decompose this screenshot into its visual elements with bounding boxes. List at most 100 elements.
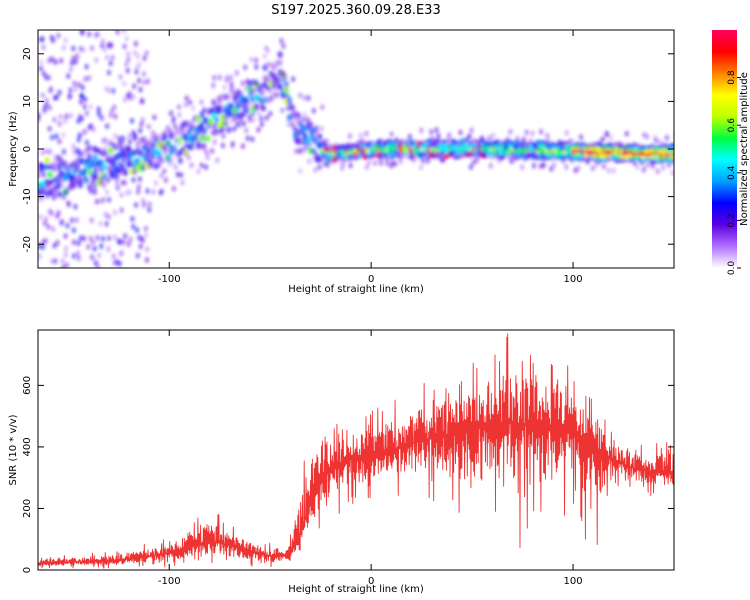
spectrogram-noise-cell bbox=[143, 232, 149, 239]
spectrogram-noise-cell bbox=[212, 139, 217, 145]
spectrogram-noise-cell bbox=[68, 87, 73, 94]
spectrogram-noise-cell bbox=[104, 220, 109, 227]
spectrogram-noise-cell bbox=[42, 148, 48, 155]
spectrogram-noise-cell bbox=[171, 115, 176, 122]
spectrogram-noise-cell bbox=[538, 128, 544, 135]
spectrogram-noise-cell bbox=[418, 164, 424, 171]
spectrogram-noise-cell bbox=[60, 258, 65, 265]
spectrogram-noise-cell bbox=[203, 164, 209, 171]
spectrogram-noise-cell bbox=[279, 37, 284, 44]
spectrogram-noise-cell bbox=[474, 157, 480, 164]
spectrogram-noise-cell bbox=[87, 75, 92, 81]
spectrogram-noise-cell bbox=[389, 131, 394, 138]
spectrogram-cell bbox=[317, 133, 323, 141]
spectrogram-noise-cell bbox=[159, 172, 164, 179]
spectrogram-noise-cell bbox=[40, 92, 45, 99]
spectrogram-noise-cell bbox=[71, 253, 77, 259]
spectrogram-noise-cell bbox=[139, 121, 144, 128]
spectrogram-noise-cell bbox=[131, 223, 136, 230]
spectrogram-noise-cell bbox=[106, 246, 111, 252]
spectrogram-noise-cell bbox=[187, 99, 193, 106]
spectrogram-noise-cell bbox=[133, 40, 139, 47]
spectrogram-noise-cell bbox=[606, 167, 611, 174]
spectrogram-noise-cell bbox=[141, 79, 147, 86]
spectrogram-noise-cell bbox=[38, 112, 41, 119]
spectrogram-noise-cell bbox=[75, 53, 80, 60]
x-tick-label: 100 bbox=[564, 576, 583, 587]
spectrogram-noise-cell bbox=[49, 85, 54, 92]
spectrogram-cell bbox=[277, 51, 283, 59]
spectrogram-noise-cell bbox=[96, 252, 102, 259]
spectrogram-noise-cell bbox=[54, 94, 59, 101]
snr-y-label: SNR (10 * v/v) bbox=[8, 414, 19, 485]
spectrogram-cell bbox=[295, 112, 302, 119]
spectrogram-noise-cell bbox=[73, 203, 78, 210]
spectrogram-noise-cell bbox=[113, 145, 118, 151]
spectrogram-cell bbox=[150, 130, 156, 137]
spectrogram-noise-cell bbox=[137, 176, 143, 183]
spectrogram-noise-cell bbox=[487, 135, 493, 142]
spectrogram-noise-cell bbox=[63, 37, 68, 44]
spectrogram-cell bbox=[83, 177, 90, 184]
spectrogram-noise-cell bbox=[132, 83, 137, 90]
spectrogram-noise-cell bbox=[56, 32, 61, 39]
spectrogram-noise-cell bbox=[41, 70, 46, 77]
spectrogram-noise-cell bbox=[77, 132, 83, 139]
spectrogram-noise-cell bbox=[127, 133, 132, 139]
spectrogram-noise-cell bbox=[604, 130, 609, 137]
spectrogram-noise-cell bbox=[69, 60, 75, 67]
spectrogram-noise-cell bbox=[624, 130, 629, 137]
spectrogram-noise-cell bbox=[434, 127, 439, 133]
spectrogram-noise-cell bbox=[177, 112, 182, 118]
spectrogram-noise-cell bbox=[72, 80, 77, 87]
spectrogram-noise-cell bbox=[76, 255, 81, 262]
spectrogram-noise-cell bbox=[113, 113, 118, 120]
colorbar-tick-label: 0.8 bbox=[727, 70, 737, 85]
spectrogram-noise-cell bbox=[131, 129, 136, 136]
colorbar-tick-label: 0.0 bbox=[727, 261, 737, 276]
spectrogram-noise-cell bbox=[134, 68, 139, 75]
spectrogram-cell bbox=[38, 194, 44, 202]
spectrogram-noise-cell bbox=[675, 159, 679, 165]
spectrogram-noise-cell bbox=[131, 176, 136, 183]
spectrogram-noise-cell bbox=[106, 69, 112, 76]
spectrogram-noise-cell bbox=[115, 184, 121, 191]
spectrogram-cell bbox=[159, 156, 165, 164]
spectrogram-noise-cell bbox=[100, 235, 106, 242]
spectrogram-noise-cell bbox=[147, 201, 152, 208]
spectrogram-noise-cell bbox=[196, 168, 201, 175]
spectrogram-cell bbox=[238, 90, 244, 98]
spectrogram-noise-cell bbox=[124, 35, 129, 42]
spectrogram-noise-cell bbox=[126, 56, 131, 63]
spectrogram-noise-cell bbox=[664, 134, 670, 141]
spectrogram-noise-cell bbox=[412, 157, 417, 163]
spectrogram-noise-cell bbox=[104, 123, 110, 130]
spectrogram-noise-cell bbox=[568, 138, 573, 145]
spectrogram-noise-cell bbox=[530, 130, 535, 137]
spectrogram-noise-cell bbox=[653, 137, 659, 144]
spectrogram-noise-cell bbox=[102, 196, 108, 203]
spectrogram-noise-cell bbox=[658, 139, 663, 146]
spectrogram-noise-cell bbox=[264, 45, 269, 52]
spectrogram-noise-cell bbox=[420, 157, 426, 164]
x-tick-label: 0 bbox=[368, 576, 374, 587]
spectrogram-noise-cell bbox=[645, 162, 650, 169]
spectrogram-cell bbox=[180, 126, 186, 134]
spectrogram-cell bbox=[135, 141, 141, 149]
spectrogram-noise-cell bbox=[95, 234, 100, 241]
spectrogram-cell bbox=[56, 190, 62, 198]
spectrogram-noise-cell bbox=[199, 99, 204, 106]
spectrogram-cell bbox=[99, 159, 105, 166]
spectrogram-noise-cell bbox=[469, 127, 474, 134]
spectrogram-noise-cell bbox=[545, 132, 550, 139]
spectrogram-noise-cell bbox=[42, 108, 47, 114]
spectrogram-noise-cell bbox=[104, 189, 110, 196]
spectrogram-cell bbox=[265, 61, 271, 68]
spectrogram-noise-cell bbox=[244, 127, 249, 134]
spectrogram-noise-cell bbox=[114, 179, 120, 186]
spectrogram-noise-cell bbox=[123, 233, 128, 239]
spectrogram-noise-cell bbox=[407, 133, 413, 140]
figure-title: S197.2025.360.09.28.E33 bbox=[271, 3, 440, 18]
spectrogram-noise-cell bbox=[666, 161, 672, 168]
spectrogram-noise-cell bbox=[655, 168, 660, 175]
